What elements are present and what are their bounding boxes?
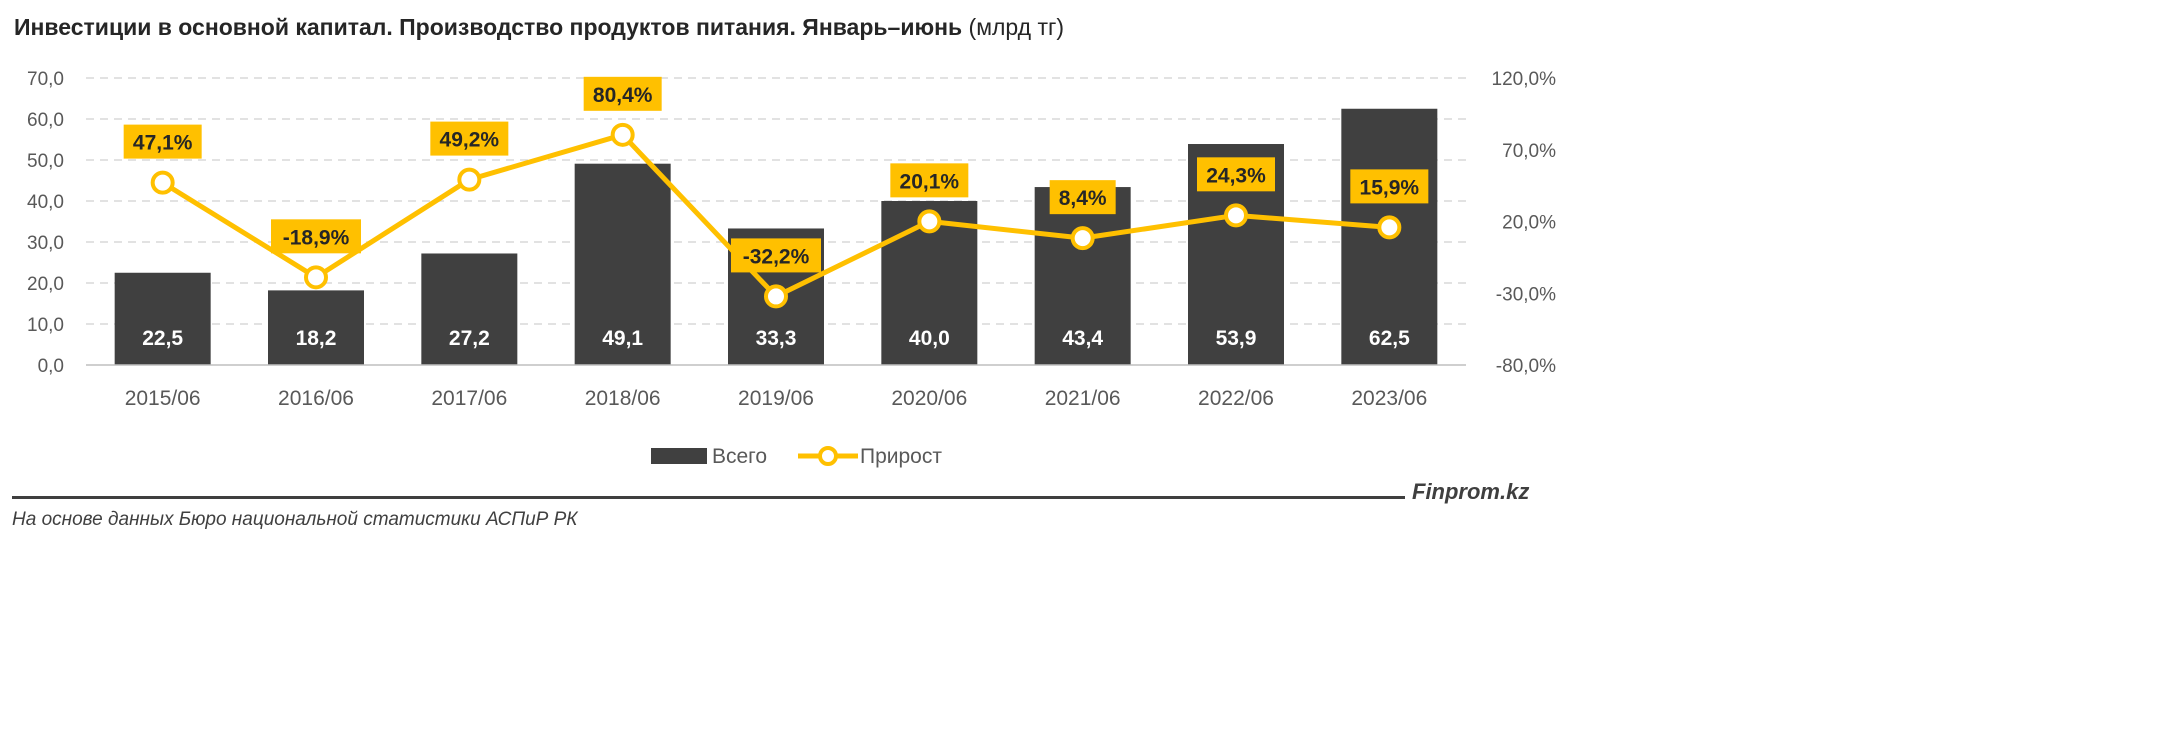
chart-title: Инвестиции в основной капитал. Производс… [14,14,1064,41]
chart: 0,0 10,0 20,0 30,0 40,0 50,0 60,0 70,0 -80,0% -3… [27,69,1557,468]
growth-label-box [890,163,969,198]
chart-title-main: Инвестиции в основной капитал. Производс… [14,14,963,40]
left-tick-label: 10,0 [27,315,64,336]
right-tick-label: -80,0% [1496,356,1556,377]
legend: Всего Прирост [651,445,942,468]
source-note: На основе данных Бюро национальной стати… [12,509,578,530]
growth-label-box [430,121,509,156]
growth-label-box [271,219,361,254]
right-tick-label: -30,0% [1496,284,1556,305]
bar [421,253,518,365]
bar [574,163,671,365]
left-tick-label: 70,0 [27,69,64,90]
left-tick-label: 60,0 [27,110,64,131]
growth-marker [917,209,942,234]
bar-value-label: 27,2 [449,327,490,350]
growth-value-label: 15,9% [1360,176,1420,199]
growth-marker [304,265,328,290]
left-tick-label: 30,0 [27,233,64,254]
growth-labels: 47,1% -18,9% 49,2% 80,4% -32,2% 20,1% 8,4% 24,3… [123,76,1429,273]
left-tick-label: 20,0 [27,274,64,295]
x-axis: 2015/06 2016/06 2017/06 2018/06 2019/06 2020/… [86,364,1466,410]
growth-label-box [731,238,821,273]
growth-marker [764,284,788,309]
growth-label-box [1350,169,1429,204]
growth-label-box [583,76,662,111]
legend-line-marker [818,446,838,466]
bar-value-label: 22,5 [142,327,183,350]
growth-label-box [1049,180,1116,215]
bar-series [114,108,1438,365]
left-tick-label: 40,0 [27,192,64,213]
chart-title-unit: (млрд тг) [968,14,1065,40]
growth-value-label: 80,4% [593,84,653,107]
right-tick-label: 70,0% [1502,141,1556,162]
legend-line-label: Прирост [860,445,942,468]
left-tick-label: 50,0 [27,151,64,172]
bar-value-label: 40,0 [909,327,950,350]
x-tick-label: 2018/06 [585,387,661,410]
right-tick-label: 120,0% [1492,69,1557,90]
x-tick-label: 2023/06 [1351,387,1427,410]
bar-value-label: 18,2 [296,327,337,350]
bar-value-label: 62,5 [1369,327,1410,350]
growth-label-box [1197,157,1275,192]
growth-marker [457,167,482,192]
bar-value-label: 53,9 [1216,327,1257,350]
growth-value-label: 49,2% [440,129,500,152]
bar [114,272,211,365]
bar [1034,187,1131,365]
bar-value-label: 33,3 [756,327,797,350]
right-tick-label: 20,0% [1502,213,1556,234]
growth-marker [1224,203,1248,228]
x-tick-label: 2015/06 [125,387,201,410]
x-tick-label: 2020/06 [891,387,967,410]
growth-value-label: 47,1% [133,132,193,155]
growth-value-label: -32,2% [743,245,810,268]
growth-marker [610,122,635,147]
legend-bar-label: Всего [712,445,767,468]
legend-bar-swatch [651,448,707,464]
right-axis: -80,0% -30,0% 20,0% 70,0% 120,0% [1492,69,1557,377]
left-axis: 0,0 10,0 20,0 30,0 40,0 50,0 60,0 70,0 [27,69,64,377]
growth-marker [1070,226,1095,251]
growth-label-box [123,124,202,159]
x-tick-label: 2022/06 [1198,387,1274,410]
growth-marker [1377,215,1402,240]
bar-labels: 22,5 18,2 27,2 49,1 33,3 40,0 43,4 53,9 62,5 [142,327,1410,350]
growth-value-label: -18,9% [283,226,350,249]
left-tick-label: 0,0 [38,356,64,377]
growth-series [150,122,1402,309]
x-tick-label: 2016/06 [278,387,354,410]
x-tick-label: 2019/06 [738,387,814,410]
x-tick-label: 2017/06 [431,387,507,410]
bar-value-label: 43,4 [1062,327,1103,350]
bar [268,290,364,365]
growth-value-label: 8,4% [1059,187,1107,210]
x-tick-label: 2021/06 [1045,387,1121,410]
growth-value-label: 24,3% [1206,164,1266,187]
footer-divider [12,496,1405,499]
growth-marker [150,170,175,195]
brand-logo-text: Finprom.kz [1412,479,1530,504]
growth-value-label: 20,1% [900,170,960,193]
bar-value-label: 49,1 [602,327,643,350]
